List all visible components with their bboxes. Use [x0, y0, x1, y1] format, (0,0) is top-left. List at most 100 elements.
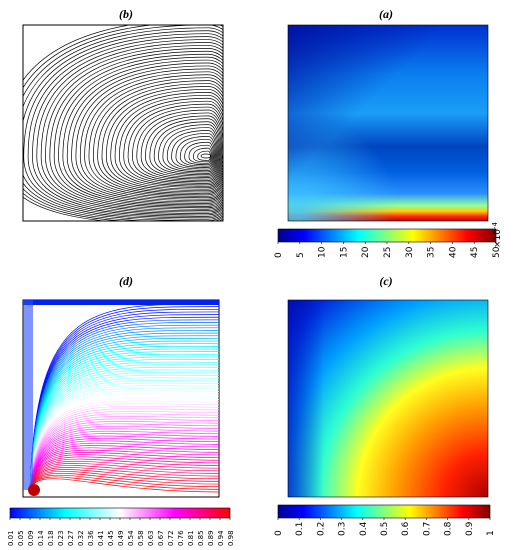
streamline [114, 94, 223, 189]
contour-line [29, 452, 219, 493]
panel-c-frame [287, 299, 489, 498]
streamline [192, 147, 212, 163]
panel-a-tick-label: 40 [448, 246, 458, 258]
streamline [53, 53, 223, 209]
panel-d-tick-label: 0.36 [87, 530, 95, 546]
panel-c-colorbar [277, 504, 491, 519]
panel-d-tick-label: 0.23 [57, 530, 65, 546]
streamline [140, 112, 223, 180]
streamline-group [23, 25, 223, 221]
panel-a-tick-label: 50 [492, 246, 502, 258]
panel-c-overlay [288, 300, 488, 497]
panel-a-overlay-top [288, 25, 488, 221]
streamline [40, 45, 223, 213]
panel-d-colorbar-ticks: 0.01 0.05 0.09 0.14 0.18 0.23 0.27 0.32 0.36 0.41… [7, 518, 235, 546]
contour-line [29, 460, 219, 493]
panel-c-tick-label: 1 [486, 530, 496, 536]
streamline [110, 92, 223, 190]
streamline [119, 97, 223, 187]
contour-line [29, 474, 219, 493]
panel-d-tick-label: 0.54 [127, 530, 135, 546]
panel-d-tick-label: 0.67 [157, 530, 165, 546]
top-band [23, 300, 219, 305]
panel-c-tick-label: 0.9 [465, 521, 475, 536]
streamline [32, 39, 223, 216]
streamline [153, 121, 221, 176]
streamline [158, 124, 220, 174]
streamline [23, 25, 223, 221]
panel-d-tick-label: 0.05 [17, 530, 25, 546]
contour-line [29, 463, 219, 493]
contour-line [29, 478, 219, 493]
contour-line [29, 476, 219, 493]
streamline [23, 33, 223, 219]
panel-d-tick-label: 0.09 [27, 530, 35, 546]
streamline [36, 42, 223, 214]
streamline [145, 115, 223, 179]
panel-c-title: (c) [379, 274, 393, 288]
panel-d-tick-label: 0.27 [67, 530, 75, 546]
panel-d-colorbar [9, 507, 231, 519]
panel-c-tick-label: 0.2 [316, 522, 326, 536]
contour-line [29, 469, 219, 493]
panel-d-tick-label: 0.94 [217, 530, 225, 546]
streamline [23, 27, 223, 221]
streamline [27, 36, 223, 217]
streamline [149, 118, 222, 177]
panel-c-tick-label: 0.6 [401, 521, 411, 536]
streamline [23, 25, 223, 221]
streamline [166, 130, 218, 171]
streamline [105, 89, 223, 191]
panel-d-tick-label: 0.32 [77, 530, 85, 546]
panel-d-tick-label: 0.89 [207, 530, 215, 546]
contour-line [29, 465, 219, 493]
panel-b-title: (b) [119, 7, 133, 21]
streamline [101, 86, 223, 193]
streamline [45, 47, 223, 212]
panel-c-colorbar-ticks: 0 0.1 0.2 0.3 0.4 0.5 0.6 0.7 0.8 0.9 1 [274, 518, 496, 536]
panel-c-tick-label: 0.8 [444, 521, 454, 536]
panel-a-tick-label: 0 [274, 252, 284, 258]
streamline [75, 68, 223, 201]
contour-line [29, 472, 219, 493]
streamline [88, 77, 223, 197]
panel-d-tick-label: 0.14 [37, 530, 45, 546]
streamline [92, 80, 223, 196]
streamline [79, 71, 223, 200]
streamline [184, 141, 214, 166]
panel-d-tick-label: 0.01 [7, 530, 15, 546]
panel-a-colorbar [277, 228, 497, 243]
panel-a-colorbar-multiplier: ×10-4 [491, 221, 503, 248]
panel-c-tick-label: 0.5 [380, 522, 390, 536]
panel-c-tick-label: 0 [274, 530, 284, 536]
panel-d-tick-label: 0.85 [197, 530, 205, 546]
streamline [23, 25, 223, 221]
panel-c-tick-label: 0.7 [422, 522, 432, 536]
panel-a-tick-label: 35 [427, 247, 437, 258]
streamline [66, 62, 223, 204]
streamline [127, 103, 223, 184]
streamline [23, 30, 223, 220]
streamline [71, 65, 223, 203]
streamline [58, 56, 223, 207]
streamline [175, 136, 216, 168]
panel-d-title: (d) [119, 274, 133, 288]
streamline [188, 144, 213, 164]
panel-a-tick-label: 45 [470, 247, 480, 258]
panel-c-tick-label: 0.3 [338, 522, 348, 536]
contour-line [29, 458, 219, 493]
streamline [179, 138, 215, 167]
streamline [84, 74, 223, 199]
panel-d: 0.01 0.05 0.09 0.14 0.18 0.23 0.27 0.32 0.36 0.41… [7, 299, 235, 546]
panel-c: 0 0.1 0.2 0.3 0.4 0.5 0.6 0.7 0.8 0.9 1 [274, 299, 496, 536]
contour-line [29, 471, 219, 493]
panel-b [22, 24, 224, 222]
panel-a-tick-label: 20 [361, 246, 371, 258]
panel-a-frame [287, 24, 489, 222]
panel-d-tick-label: 0.98 [227, 530, 235, 546]
panel-a-colorbar-ticks: 0 5 10 15 20 25 30 35 40 45 50 [274, 242, 502, 258]
streamline [97, 83, 223, 194]
panel-d-tick-label: 0.49 [117, 530, 125, 546]
panel-c-tick-label: 0.1 [295, 522, 305, 536]
